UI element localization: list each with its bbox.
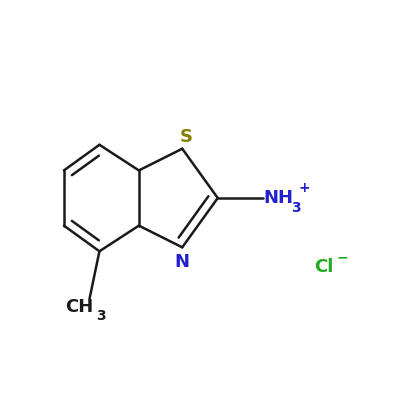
Text: S: S	[180, 128, 193, 146]
Text: 3: 3	[96, 309, 106, 323]
Text: −: −	[336, 250, 348, 264]
Text: N: N	[175, 253, 190, 271]
Text: CH: CH	[66, 298, 94, 316]
Text: +: +	[299, 181, 310, 195]
Text: 3: 3	[292, 201, 301, 215]
Text: NH: NH	[263, 189, 293, 207]
Text: Cl: Cl	[314, 258, 334, 276]
